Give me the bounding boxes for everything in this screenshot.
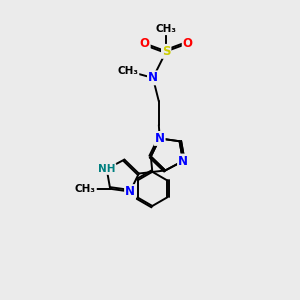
Text: O: O [183,37,193,50]
Text: N: N [125,185,135,198]
Text: CH₃: CH₃ [75,184,96,194]
Text: O: O [140,37,150,50]
Text: N: N [154,132,165,145]
Text: NH: NH [98,164,116,174]
Text: CH₃: CH₃ [156,24,177,34]
Text: S: S [162,45,170,58]
Text: CH₃: CH₃ [117,66,138,76]
Text: N: N [178,154,188,167]
Text: N: N [148,71,158,84]
